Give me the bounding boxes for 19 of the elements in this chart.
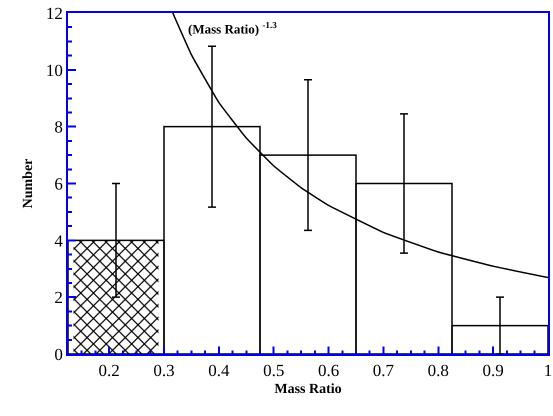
x-tick-label: 0.9 [482, 361, 504, 380]
x-tick-label: 0.5 [263, 361, 284, 380]
y-tick-label: 4 [54, 231, 64, 250]
x-tick-label: 0.6 [318, 361, 340, 380]
x-tick-label: 1 [544, 361, 552, 380]
y-tick-label: 8 [54, 118, 63, 137]
x-tick-label: 0.4 [208, 361, 230, 380]
x-tick-label: 0.2 [98, 361, 120, 380]
y-tick-label: 12 [46, 4, 63, 23]
x-tick-label: 0.7 [372, 361, 395, 380]
y-axis-title: Number [20, 158, 36, 208]
x-tick-label: 0.3 [153, 361, 175, 380]
y-tick-label: 10 [46, 60, 63, 80]
x-tick-label: 0.8 [428, 361, 449, 380]
annotation: (Mass Ratio) $^{-1.3}$ [188, 20, 278, 36]
x-axis-title: Mass Ratio [274, 382, 342, 397]
y-tick-label: 0 [54, 344, 63, 364]
y-tick-label: 6 [54, 174, 63, 194]
y-tick-label: 2 [54, 288, 63, 308]
